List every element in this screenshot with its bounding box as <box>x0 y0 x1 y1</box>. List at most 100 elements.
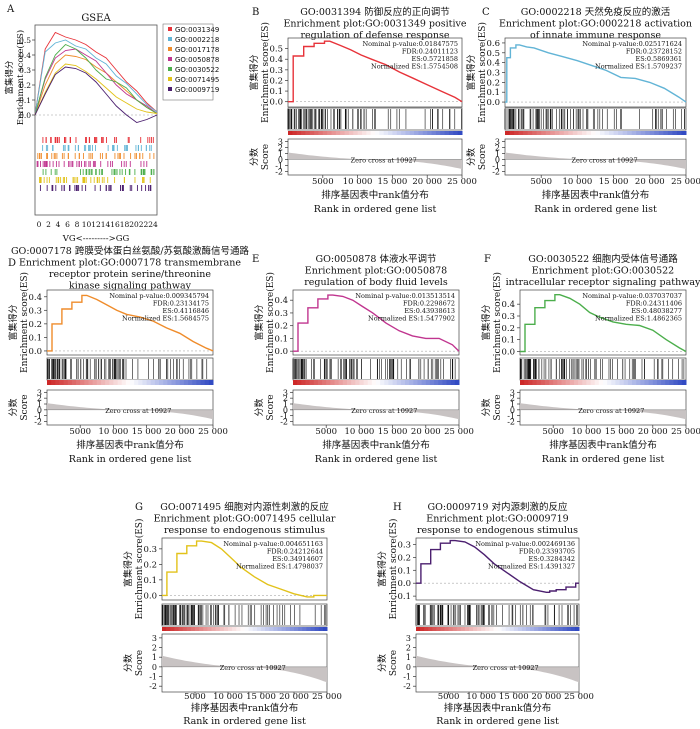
rank-bar-segment <box>219 627 225 631</box>
score-tick-label: 3 <box>283 388 288 397</box>
rank-bar-segment <box>428 627 433 631</box>
score-tick-label: 3 <box>278 137 283 146</box>
rank-bar-segment <box>51 380 56 385</box>
ylabel: Enrichment score(ES) <box>388 519 399 620</box>
y-tick-label: 0.5 <box>19 36 31 45</box>
stat-line: Nominal p-value:0.037037037 <box>582 292 682 300</box>
rank-bar-segment <box>444 627 450 631</box>
legend-label: GO:0050878 <box>175 56 219 64</box>
x-tick-label: 5000 <box>69 427 91 437</box>
rank-bar-segment <box>414 131 419 135</box>
rank-bar-segment <box>269 627 274 631</box>
rank-bar-segment <box>302 627 307 631</box>
score-tick-label: 3 <box>510 388 515 397</box>
y-tick-label: 0.4 <box>274 296 288 306</box>
x-tick-label: 8 <box>75 220 80 229</box>
x-tick-label: 10 000 <box>213 692 243 702</box>
rank-bar-segment <box>405 131 411 135</box>
stat-line: FDR:0.23134175 <box>153 300 209 308</box>
xlabel: Rank in ordered gene list <box>436 716 559 727</box>
y-tick-label: 0.4 <box>501 300 515 310</box>
rank-bar-segment <box>322 131 328 135</box>
stat-line: ES:0.3284342 <box>528 555 575 563</box>
rank-bar-segment <box>401 131 406 135</box>
y-tick-label: 0.0 <box>486 98 500 108</box>
series-line-GO:0009719 <box>34 66 158 123</box>
series-line-GO:0071495 <box>34 63 158 116</box>
rank-bar-segment <box>317 380 323 385</box>
rank-bar-segment <box>405 380 410 385</box>
x-tick-label: 10 000 <box>572 427 602 437</box>
rank-bar-segment <box>232 627 237 631</box>
ylabel-cn: 富集得分 <box>253 304 265 340</box>
stat-line: FDR:0.24011123 <box>402 48 458 56</box>
rank-bar-segment <box>204 380 210 385</box>
rank-bar-segment <box>252 627 258 631</box>
rank-bar-segment <box>440 131 446 135</box>
rank-bar-segment <box>67 380 73 385</box>
x-tick-label: 4 <box>56 220 61 229</box>
rank-bar-segment <box>604 131 610 135</box>
rank-bar-segment <box>297 380 302 385</box>
rank-bar-segment <box>586 380 592 385</box>
score-tick-label: 1 <box>510 400 515 409</box>
rank-bar-segment <box>195 627 200 631</box>
stat-line: Nominal p-value:0.002469136 <box>475 540 575 548</box>
score-tick-label: -2 <box>149 682 157 691</box>
score-tick-label: 3 <box>152 634 157 643</box>
y-tick-label: 0.0 <box>397 579 411 589</box>
rank-bar-segment <box>351 380 356 385</box>
rank-bar-segment <box>568 131 574 135</box>
rank-bar-segment <box>92 380 98 385</box>
rank-bar-segment <box>215 627 221 631</box>
es-curve <box>47 294 214 352</box>
rank-bar-segment <box>326 380 331 385</box>
rank-bar-segment <box>622 131 628 135</box>
es-curve <box>505 44 687 103</box>
legend-label: GO:0002218 <box>175 36 219 44</box>
x-tick-label: 25 000 <box>444 427 474 437</box>
es-curve <box>293 294 460 352</box>
rank-bar-segment <box>59 380 65 385</box>
y-tick-label: 0.3 <box>143 545 157 555</box>
rank-bar-segment <box>561 380 567 385</box>
panel-title-line: Enrichment plot:GO:0002218 activation <box>499 19 692 30</box>
rank-bar-segment <box>409 131 415 135</box>
rank-bar-segment <box>553 380 558 385</box>
rank-bar-segment <box>509 627 515 631</box>
rank-bar-segment <box>55 380 60 385</box>
x-tick-label: 15 000 <box>499 692 529 702</box>
x-tick-label: 25 000 <box>447 177 477 187</box>
rank-bar-segment <box>175 380 181 385</box>
rank-bar-segment <box>640 131 646 135</box>
x-tick-label: 10 000 <box>466 692 496 702</box>
rug-frame <box>46 357 214 381</box>
rank-bar-segment <box>424 627 429 631</box>
rank-bar-segment <box>346 380 352 385</box>
score-ylabel: Score <box>478 144 488 170</box>
y-tick-label: 0.2 <box>143 560 157 570</box>
y-tick-label: 0.6 <box>486 39 500 49</box>
score-tick-label: -2 <box>275 167 283 176</box>
x-tick-label: 10 <box>82 220 92 229</box>
panel-title-line: Enrichment plot:GO:0050878 <box>305 266 447 277</box>
panel-title-line: GO:0007178 跨膜受体蛋白丝氨酸/苏氨酸激酶信号通路 <box>11 245 250 257</box>
rank-bar-segment <box>542 627 547 631</box>
rank-bar-segment <box>322 627 328 631</box>
rank-bar-segment <box>342 380 348 385</box>
rank-bar-segment <box>359 380 365 385</box>
panel-a-xlabel: VG<--------->GG <box>62 234 130 244</box>
score-tick-label: -1 <box>492 161 500 170</box>
zero-cross-label: Zero cross at 10927 <box>473 664 539 672</box>
legend-label: GO:0031349 <box>175 26 219 34</box>
rank-bar-segment <box>273 627 278 631</box>
score-ylabel: Score <box>20 394 30 420</box>
rank-bar-segment <box>460 627 466 631</box>
rank-bar-segment <box>613 131 619 135</box>
y-tick-label: 0.3 <box>486 69 500 79</box>
rank-bar-segment <box>464 627 470 631</box>
rank-bar-segment <box>371 380 377 385</box>
stat-line: ES:0.5869361 <box>635 55 682 63</box>
x-tick-label: 24 <box>148 220 158 229</box>
